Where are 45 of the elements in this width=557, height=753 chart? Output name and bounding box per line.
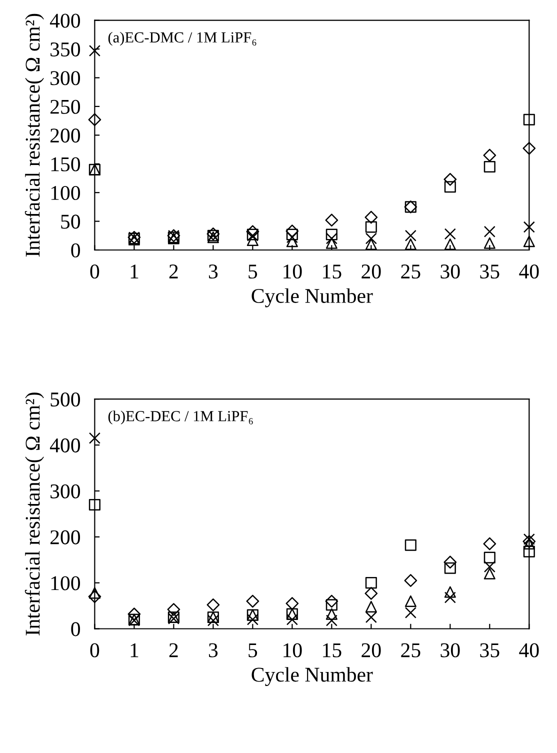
x-tick-label: 40 [519,264,539,279]
x-tick-label: 30 [440,264,460,279]
y-tick-label: 200 [50,128,80,143]
x-tick-label: 1 [130,264,138,278]
x-tick-label: 3 [208,264,218,279]
x-tick-label: 0 [90,643,100,658]
x-axis-title: Cycle Number [252,667,373,686]
y-axis-title: Interfacial resistance( Ω cm²) [24,392,44,636]
x-tick-label: 40 [519,643,539,658]
x-tick-label: 3 [208,643,218,658]
y-tick-label: 200 [50,530,80,544]
annotation: (b)EC-DEC / 1M LiPF₆ [108,410,253,424]
x-tick-label: 25 [401,643,420,658]
y-tick-label: 100 [51,186,80,200]
x-tick-label: 2 [169,643,178,658]
y-tick-label: 300 [50,484,80,498]
x-tick-label: 1 [130,643,138,658]
x-tick-label: 5 [248,643,258,658]
y-tick-label: 50 [61,214,80,229]
y-tick-label: 150 [51,157,80,172]
y-tick-label: 500 [50,392,80,407]
y-tick-label: 350 [50,42,80,56]
x-tick-label: 10 [284,643,302,658]
x-tick-label: 30 [440,643,460,658]
y-tick-label: 300 [50,71,80,86]
y-tick-label: 250 [50,100,80,114]
x-tick-label: 25 [401,264,420,279]
x-tick-label: 0 [90,264,100,279]
x-tick-label: 35 [480,643,500,658]
x-tick-label: 20 [362,643,381,658]
x-tick-label: 5 [248,264,258,279]
x-tick-label: 10 [284,264,302,279]
x-tick-label: 2 [169,264,178,278]
y-axis-title: Interfacial resistance( Ω cm²) [24,14,44,257]
annotation: (a)EC-DMC / 1M LiPF₆ [108,32,256,46]
y-tick-label: 100 [51,576,80,590]
y-tick-label: 400 [50,438,80,452]
x-tick-label: 35 [480,264,500,279]
x-tick-label: 15 [323,264,342,279]
x-tick-label: 20 [362,264,381,279]
x-tick-label: 15 [323,643,342,658]
y-tick-label: 0 [71,243,80,258]
y-tick-label: 400 [50,14,80,28]
x-axis-title: Cycle Number [252,288,373,308]
y-tick-label: 0 [71,622,80,636]
